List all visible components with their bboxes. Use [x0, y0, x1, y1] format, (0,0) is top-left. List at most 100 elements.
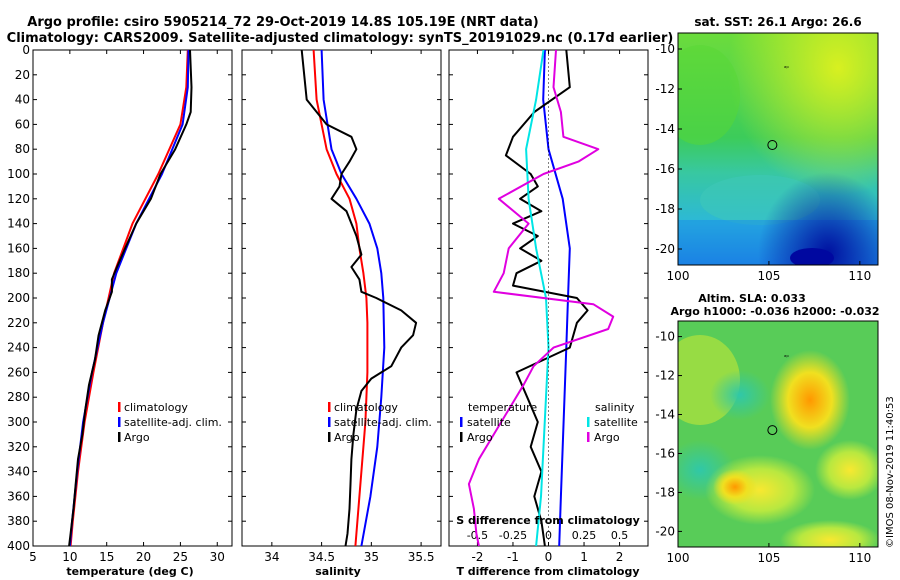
- legend-swatch-argo: [118, 432, 121, 442]
- depth-tick-label: 240: [7, 341, 30, 355]
- depth-tick-label: 60: [15, 117, 30, 131]
- sst-map-title: sat. SST: 26.1 Argo: 26.6: [694, 15, 861, 29]
- legend-swatch-s-argo: [587, 432, 590, 442]
- x-tick-label: 35: [364, 550, 379, 564]
- s-difference-x-axis: -0.5 -0.25 0 0.25 0.5: [467, 529, 629, 542]
- temperature-plot-frame: [32, 49, 233, 547]
- difference-series: [467, 50, 615, 546]
- x-tick-label: 20: [136, 550, 151, 564]
- depth-tick-label: 200: [7, 291, 30, 305]
- salinity-legend: climatology satellite-adj. clim. Argo: [328, 401, 432, 444]
- map-y-tick-label: -20: [655, 242, 675, 256]
- map-y-tick-label: -12: [655, 369, 675, 383]
- legend-temperature-heading: temperature: [468, 401, 537, 414]
- legend-satellite-adj: satellite-adj. clim.: [334, 416, 432, 429]
- s-difference-x-label: S difference from climatology: [456, 514, 640, 527]
- map-y-tick-label: -14: [655, 408, 675, 422]
- map-y-tick-label: -18: [655, 202, 675, 216]
- legend-swatch-t-argo: [460, 432, 463, 442]
- imos-watermark: ©IMOS 08-Nov-2019 11:40:53: [885, 396, 896, 548]
- x-tick-label: 10: [62, 550, 77, 564]
- sla-float-tag: ᵃᵖ: [784, 354, 789, 361]
- legend-swatch-argo: [328, 432, 331, 442]
- sla-map-title: Altim. SLA: 0.033: [698, 292, 805, 305]
- map-y-tick-label: -10: [655, 42, 675, 56]
- legend-swatch-satellite: [328, 417, 331, 427]
- salinity-series: [300, 50, 418, 546]
- top-x-tick-label: 0.5: [611, 529, 629, 542]
- depth-tick-label: 220: [7, 316, 30, 330]
- depth-tick-label: 40: [15, 93, 30, 107]
- map-y-tick-label: -12: [655, 82, 675, 96]
- depth-axis: 0 20 40 60 80 100 120 140 160 180 200 220 240 260 280 3…: [7, 43, 648, 553]
- temperature-x-axis: 5 10 15 20 25 30: [29, 50, 225, 564]
- map-x-tick-label: 100: [667, 551, 690, 565]
- legend-swatch-climatology: [328, 402, 331, 412]
- depth-tick-label: 360: [7, 489, 30, 503]
- series-line-climatology: [69, 50, 189, 546]
- x-tick-label: 34: [264, 550, 279, 564]
- x-tick-label: 0: [545, 550, 553, 564]
- map-y-tick-label: -16: [655, 162, 675, 176]
- depth-tick-label: 320: [7, 440, 30, 454]
- sst-profile-location-marker: [767, 140, 778, 150]
- series-line-s-argo: [467, 50, 615, 546]
- x-tick-label: 2: [616, 550, 624, 564]
- legend-argo: Argo: [124, 431, 150, 444]
- sla-map-frame: [677, 320, 879, 548]
- series-line-argo: [300, 50, 418, 546]
- temperature-legend: climatology satellite-adj. clim. Argo: [118, 401, 222, 444]
- temperature-x-label: temperature (deg C): [66, 565, 193, 578]
- depth-tick-label: 260: [7, 365, 30, 379]
- salinity-x-label: salinity: [315, 565, 361, 578]
- depth-tick-label: 280: [7, 390, 30, 404]
- legend-satellite-adj: satellite-adj. clim.: [124, 416, 222, 429]
- title-line-1: Argo profile: csiro 5905214_72 29-Oct-20…: [27, 15, 538, 30]
- legend-argo: Argo: [334, 431, 360, 444]
- legend-s-satellite: satellite: [594, 416, 638, 429]
- depth-tick-label: 400: [7, 539, 30, 553]
- legend-swatch-s-satellite: [587, 417, 590, 427]
- x-tick-label: -1: [507, 550, 519, 564]
- legend-swatch-t-satellite: [460, 417, 463, 427]
- series-line-t-argo: [504, 50, 589, 546]
- map-x-tick-label: 110: [848, 269, 871, 283]
- map-x-tick-label: 100: [667, 269, 690, 283]
- x-tick-label: 30: [210, 550, 225, 564]
- series-line-satellite-adj-clim-: [320, 50, 386, 546]
- map-y-tick-label: -14: [655, 122, 675, 136]
- depth-tick-label: 20: [15, 68, 30, 82]
- sla-map-axes: 100 105 110 -10 -12 -14 -16 -18 -20: [655, 330, 871, 565]
- map-y-tick-label: -16: [655, 446, 675, 460]
- map-y-tick-label: -10: [655, 330, 675, 344]
- depth-tick-label: 160: [7, 241, 30, 255]
- salinity-x-axis: 34 34.5 35 35.5: [264, 50, 434, 564]
- map-x-tick-label: 105: [757, 269, 780, 283]
- sst-map-axes: 100 105 110 -10 -12 -14 -16 -18 -20: [655, 42, 871, 283]
- series-line-climatology: [312, 50, 369, 546]
- depth-tick-label: 140: [7, 217, 30, 231]
- salinity-plot-frame: [241, 49, 442, 547]
- title-line-2: Climatology: CARS2009. Satellite-adjuste…: [7, 31, 674, 46]
- depth-tick-label: 180: [7, 266, 30, 280]
- x-tick-label: 15: [99, 550, 114, 564]
- series-line-satellite-adj-clim-: [68, 50, 190, 546]
- map-y-tick-label: -18: [655, 485, 675, 499]
- depth-tick-label: 80: [15, 142, 30, 156]
- sla-map-subtitle: Argo h1000: -0.036 h2000: -0.032: [670, 305, 879, 318]
- temperature-series: [68, 50, 193, 546]
- top-x-tick-label: -0.25: [499, 529, 527, 542]
- series-line-t-satellite: [542, 50, 571, 546]
- x-tick-label: 25: [173, 550, 188, 564]
- legend-swatch-satellite: [118, 417, 121, 427]
- map-x-tick-label: 110: [848, 551, 871, 565]
- legend-swatch-climatology: [118, 402, 121, 412]
- legend-s-argo: Argo: [594, 431, 620, 444]
- x-tick-label: 5: [29, 550, 37, 564]
- legend-climatology: climatology: [124, 401, 188, 414]
- x-tick-label: -2: [471, 550, 483, 564]
- sst-float-tag: ᵃᵖ: [784, 65, 789, 72]
- sla-map-field: [678, 321, 878, 547]
- series-line-argo: [68, 50, 193, 546]
